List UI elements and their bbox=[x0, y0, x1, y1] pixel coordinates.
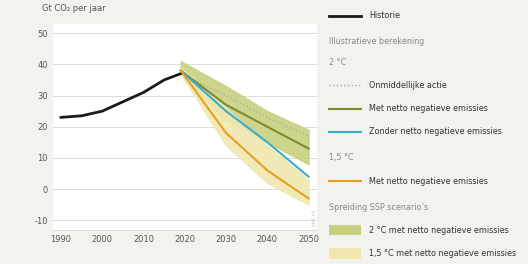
Text: Spreiding SSP scenario’s: Spreiding SSP scenario’s bbox=[329, 202, 428, 211]
Text: 1,5 °C met netto negatieve emissies: 1,5 °C met netto negatieve emissies bbox=[370, 249, 516, 258]
Text: Illustratieve berekening: Illustratieve berekening bbox=[329, 37, 424, 46]
Text: pbl.nl: pbl.nl bbox=[312, 208, 317, 225]
Text: 2 °C: 2 °C bbox=[329, 58, 346, 67]
Text: Met netto negatieve emissies: Met netto negatieve emissies bbox=[370, 177, 488, 186]
Text: Zonder netto negatieve emissies: Zonder netto negatieve emissies bbox=[370, 128, 502, 136]
Text: 2 °C met netto negatieve emissies: 2 °C met netto negatieve emissies bbox=[370, 226, 509, 235]
Text: Met netto negatieve emissies: Met netto negatieve emissies bbox=[370, 104, 488, 113]
Text: 1,5 °C: 1,5 °C bbox=[329, 153, 353, 162]
Text: Gt CO₂ per jaar: Gt CO₂ per jaar bbox=[42, 4, 106, 13]
Bar bbox=[329, 225, 361, 235]
Text: Onmiddellijke actie: Onmiddellijke actie bbox=[370, 81, 447, 90]
Bar bbox=[329, 248, 361, 259]
Text: Historie: Historie bbox=[370, 11, 400, 20]
